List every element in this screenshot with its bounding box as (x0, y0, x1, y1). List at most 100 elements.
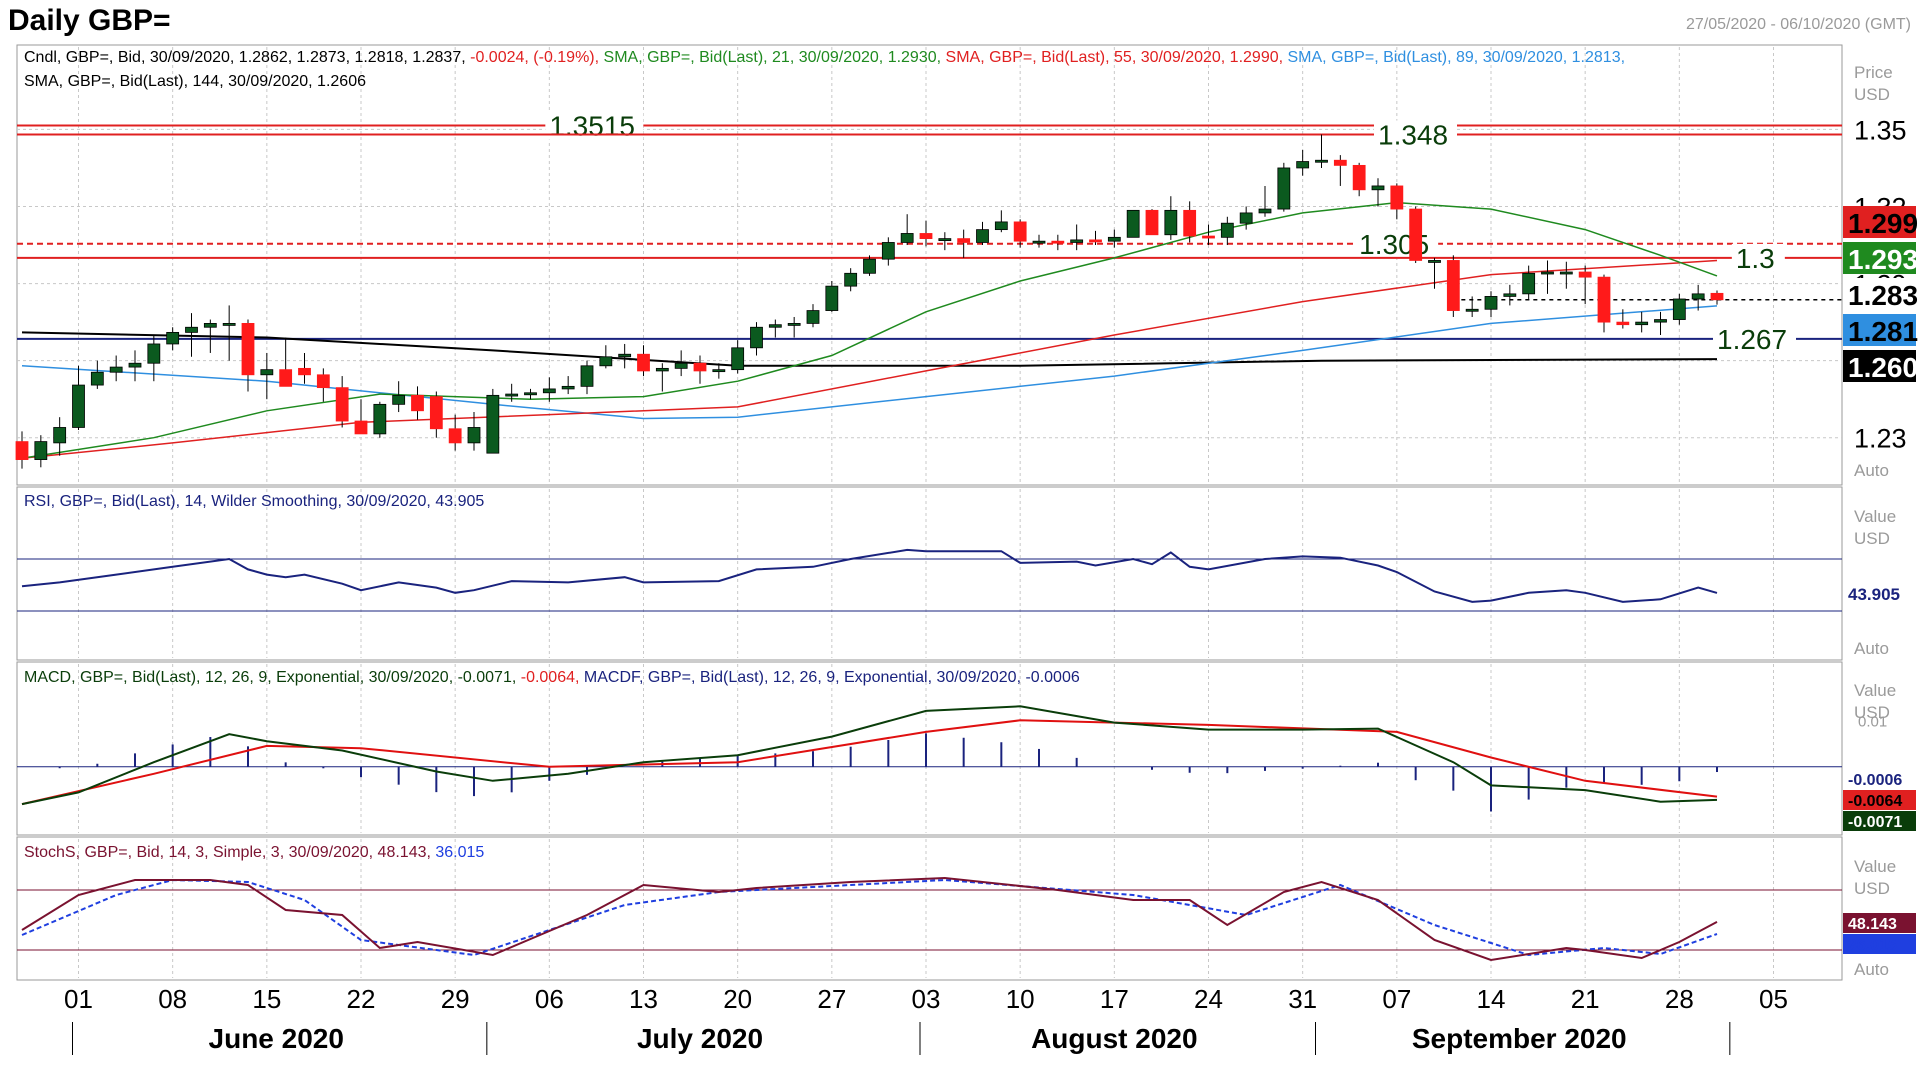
price-tag-label: 1.299 (1848, 208, 1918, 239)
candle-body[interactable] (1578, 271, 1592, 278)
candle-body[interactable] (919, 233, 933, 240)
candle-body[interactable] (1032, 240, 1046, 244)
chart-title: Daily GBP= (8, 4, 171, 37)
candle-body[interactable] (1258, 208, 1272, 214)
candle-body[interactable] (1183, 209, 1197, 237)
rsi-tag (1843, 581, 1916, 604)
candle-body[interactable] (881, 242, 895, 260)
candle-body[interactable] (731, 347, 745, 371)
candle-body[interactable] (203, 323, 217, 328)
candle-body[interactable] (109, 366, 123, 373)
candle-body[interactable] (637, 353, 650, 372)
candle-body[interactable] (863, 258, 876, 274)
candle-body[interactable] (1070, 239, 1084, 243)
month-label: September 2020 (1412, 1023, 1627, 1054)
candle-body[interactable] (1710, 292, 1724, 301)
candle-body[interactable] (1164, 209, 1178, 236)
candle-body[interactable] (1484, 296, 1498, 310)
candle-body[interactable] (1220, 222, 1234, 238)
candle-body[interactable] (750, 326, 763, 349)
candle-body[interactable] (411, 394, 424, 412)
candle-body[interactable] (505, 393, 519, 397)
candle-body[interactable] (1654, 319, 1667, 323)
candle-body[interactable] (448, 428, 462, 444)
candle-body[interactable] (1465, 308, 1479, 312)
candle-body[interactable] (1051, 240, 1065, 244)
candle-body[interactable] (542, 388, 556, 394)
candle-body[interactable] (1352, 164, 1366, 191)
candle-body[interactable] (599, 356, 613, 367)
candle-body[interactable] (1446, 260, 1460, 311)
candle-body[interactable] (1428, 260, 1441, 263)
candle-body[interactable] (674, 362, 688, 369)
candle-body[interactable] (1296, 161, 1310, 169)
candle-body[interactable] (90, 371, 104, 386)
candle-body[interactable] (1145, 209, 1159, 236)
candle-body[interactable] (655, 367, 669, 372)
candle-body[interactable] (806, 310, 820, 324)
rsi-axis-title: Value (1854, 507, 1896, 526)
candle-body[interactable] (1635, 321, 1649, 326)
candle-body[interactable] (1390, 185, 1404, 210)
candle-body[interactable] (392, 394, 406, 405)
candle-body[interactable] (185, 326, 198, 333)
candle-body[interactable] (1277, 167, 1291, 210)
candle-body[interactable] (1333, 159, 1347, 166)
candle-body[interactable] (335, 387, 349, 422)
candle-body[interactable] (1409, 208, 1423, 261)
candle-body[interactable] (373, 403, 387, 435)
stoch-tag (1843, 913, 1916, 933)
candle-body[interactable] (1616, 321, 1630, 326)
candle-body[interactable] (15, 441, 29, 460)
candle-body[interactable] (354, 420, 368, 435)
candle-body[interactable] (298, 367, 311, 376)
candle-body[interactable] (787, 323, 801, 326)
candle-body[interactable] (1559, 271, 1573, 275)
candle-body[interactable] (222, 323, 236, 326)
candle-body[interactable] (279, 369, 293, 387)
candle-body[interactable] (1503, 293, 1517, 297)
price-legend-line2: SMA, GBP=, Bid(Last), 144, 30/09/2020, 1… (24, 73, 366, 90)
candle-body[interactable] (128, 362, 142, 368)
candle-body[interactable] (1089, 239, 1102, 243)
candle-body[interactable] (693, 362, 707, 372)
candle-body[interactable] (994, 221, 1008, 231)
candle-body[interactable] (166, 331, 180, 345)
candle-body[interactable] (34, 441, 48, 460)
candle-body[interactable] (260, 369, 274, 376)
candle-body[interactable] (976, 229, 989, 243)
candle-body[interactable] (147, 343, 161, 364)
candle-body[interactable] (938, 238, 952, 242)
candle-body[interactable] (1315, 159, 1328, 163)
candle-body[interactable] (53, 427, 67, 444)
candle-body[interactable] (316, 374, 330, 389)
candle-body[interactable] (1522, 272, 1536, 295)
candle-body[interactable] (1597, 276, 1611, 323)
candle-body[interactable] (1202, 235, 1215, 239)
candle-body[interactable] (241, 323, 255, 376)
candle-body[interactable] (1013, 221, 1027, 242)
candle-body[interactable] (524, 392, 537, 396)
candle-body[interactable] (618, 353, 632, 358)
candle-body[interactable] (1239, 212, 1253, 224)
candle-body[interactable] (1541, 271, 1554, 275)
candle-body[interactable] (429, 396, 443, 430)
candle-body[interactable] (1371, 185, 1385, 191)
candle-body[interactable] (1691, 293, 1705, 300)
candle-body[interactable] (712, 369, 726, 373)
candle-body[interactable] (768, 324, 782, 328)
candle-body[interactable] (486, 394, 500, 454)
candle-body[interactable] (957, 238, 971, 243)
candle-body[interactable] (467, 427, 481, 444)
candle-body[interactable] (1672, 298, 1686, 320)
candle-body[interactable] (844, 272, 858, 287)
candle-body[interactable] (72, 384, 85, 428)
candle-body[interactable] (900, 233, 914, 243)
candle-body[interactable] (561, 385, 575, 390)
candle-body[interactable] (825, 285, 839, 311)
candle-body[interactable] (1107, 236, 1121, 242)
candle-body[interactable] (1126, 209, 1140, 238)
candle-body[interactable] (580, 365, 594, 387)
level-label-bg (1374, 120, 1457, 149)
